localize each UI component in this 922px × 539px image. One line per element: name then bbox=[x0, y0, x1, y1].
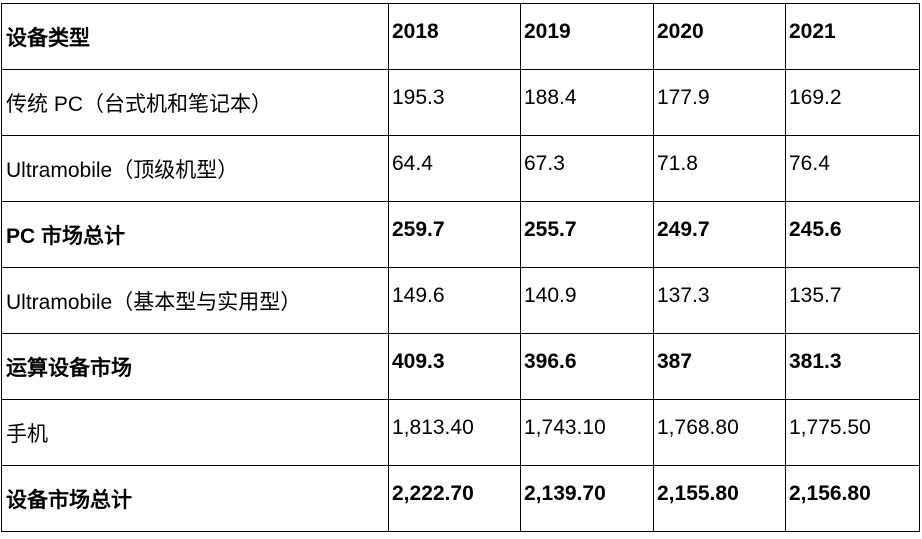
table-cell: 67.3 bbox=[520, 135, 654, 202]
row-label: Ultramobile（基本型与实用型） bbox=[1, 267, 389, 334]
table-cell: 387 bbox=[653, 333, 786, 400]
column-header-device-type: 设备类型 bbox=[1, 3, 389, 70]
table-cell: 149.6 bbox=[388, 267, 521, 334]
table-cell: 245.6 bbox=[785, 201, 920, 268]
row-label: 运算设备市场 bbox=[1, 333, 389, 400]
table-cell: 137.3 bbox=[653, 267, 786, 334]
row-label: 设备市场总计 bbox=[1, 465, 389, 532]
table-cell: 249.7 bbox=[653, 201, 786, 268]
column-header-2021: 2021 bbox=[785, 3, 920, 70]
table-row: 设备市场总计 2,222.70 2,139.70 2,155.80 2,156.80 bbox=[1, 465, 920, 532]
row-label: Ultramobile（顶级机型） bbox=[1, 135, 389, 202]
table-row: Ultramobile（顶级机型） 64.4 67.3 71.8 76.4 bbox=[1, 135, 920, 202]
table-cell: 1,775.50 bbox=[785, 399, 920, 466]
table-row: 运算设备市场 409.3 396.6 387 381.3 bbox=[1, 333, 920, 400]
table-cell: 2,139.70 bbox=[520, 465, 654, 532]
row-label: 传统 PC（台式机和笔记本） bbox=[1, 69, 389, 136]
table-cell: 1,768.80 bbox=[653, 399, 786, 466]
table-cell: 396.6 bbox=[520, 333, 654, 400]
table-row: PC 市场总计 259.7 255.7 249.7 245.6 bbox=[1, 201, 920, 268]
table-row: 传统 PC（台式机和笔记本） 195.3 188.4 177.9 169.2 bbox=[1, 69, 920, 136]
table-cell: 64.4 bbox=[388, 135, 521, 202]
table-header-row: 设备类型 2018 2019 2020 2021 bbox=[1, 3, 920, 70]
table-row: Ultramobile（基本型与实用型） 149.6 140.9 137.3 135.7 bbox=[1, 267, 920, 334]
table-cell: 409.3 bbox=[388, 333, 521, 400]
table-cell: 381.3 bbox=[785, 333, 920, 400]
table-row: 手机 1,813.40 1,743.10 1,768.80 1,775.50 bbox=[1, 399, 920, 466]
table-cell: 259.7 bbox=[388, 201, 521, 268]
table-cell: 1,813.40 bbox=[388, 399, 521, 466]
table-cell: 255.7 bbox=[520, 201, 654, 268]
table-cell: 135.7 bbox=[785, 267, 920, 334]
column-header-2018: 2018 bbox=[388, 3, 521, 70]
row-label: 手机 bbox=[1, 399, 389, 466]
device-market-table: 设备类型 2018 2019 2020 2021 传统 PC（台式机和笔记本） 1… bbox=[1, 3, 920, 532]
table-cell: 76.4 bbox=[785, 135, 920, 202]
table-cell: 195.3 bbox=[388, 69, 521, 136]
table-body: 设备类型 2018 2019 2020 2021 传统 PC（台式机和笔记本） 1… bbox=[1, 3, 920, 532]
table-cell: 188.4 bbox=[520, 69, 654, 136]
table-cell: 2,222.70 bbox=[388, 465, 521, 532]
table-cell: 71.8 bbox=[653, 135, 786, 202]
table-cell: 2,155.80 bbox=[653, 465, 786, 532]
table-cell: 2,156.80 bbox=[785, 465, 920, 532]
table-cell: 177.9 bbox=[653, 69, 786, 136]
column-header-2020: 2020 bbox=[653, 3, 786, 70]
column-header-2019: 2019 bbox=[520, 3, 654, 70]
table-cell: 169.2 bbox=[785, 69, 920, 136]
table-cell: 1,743.10 bbox=[520, 399, 654, 466]
table-cell: 140.9 bbox=[520, 267, 654, 334]
row-label: PC 市场总计 bbox=[1, 201, 389, 268]
